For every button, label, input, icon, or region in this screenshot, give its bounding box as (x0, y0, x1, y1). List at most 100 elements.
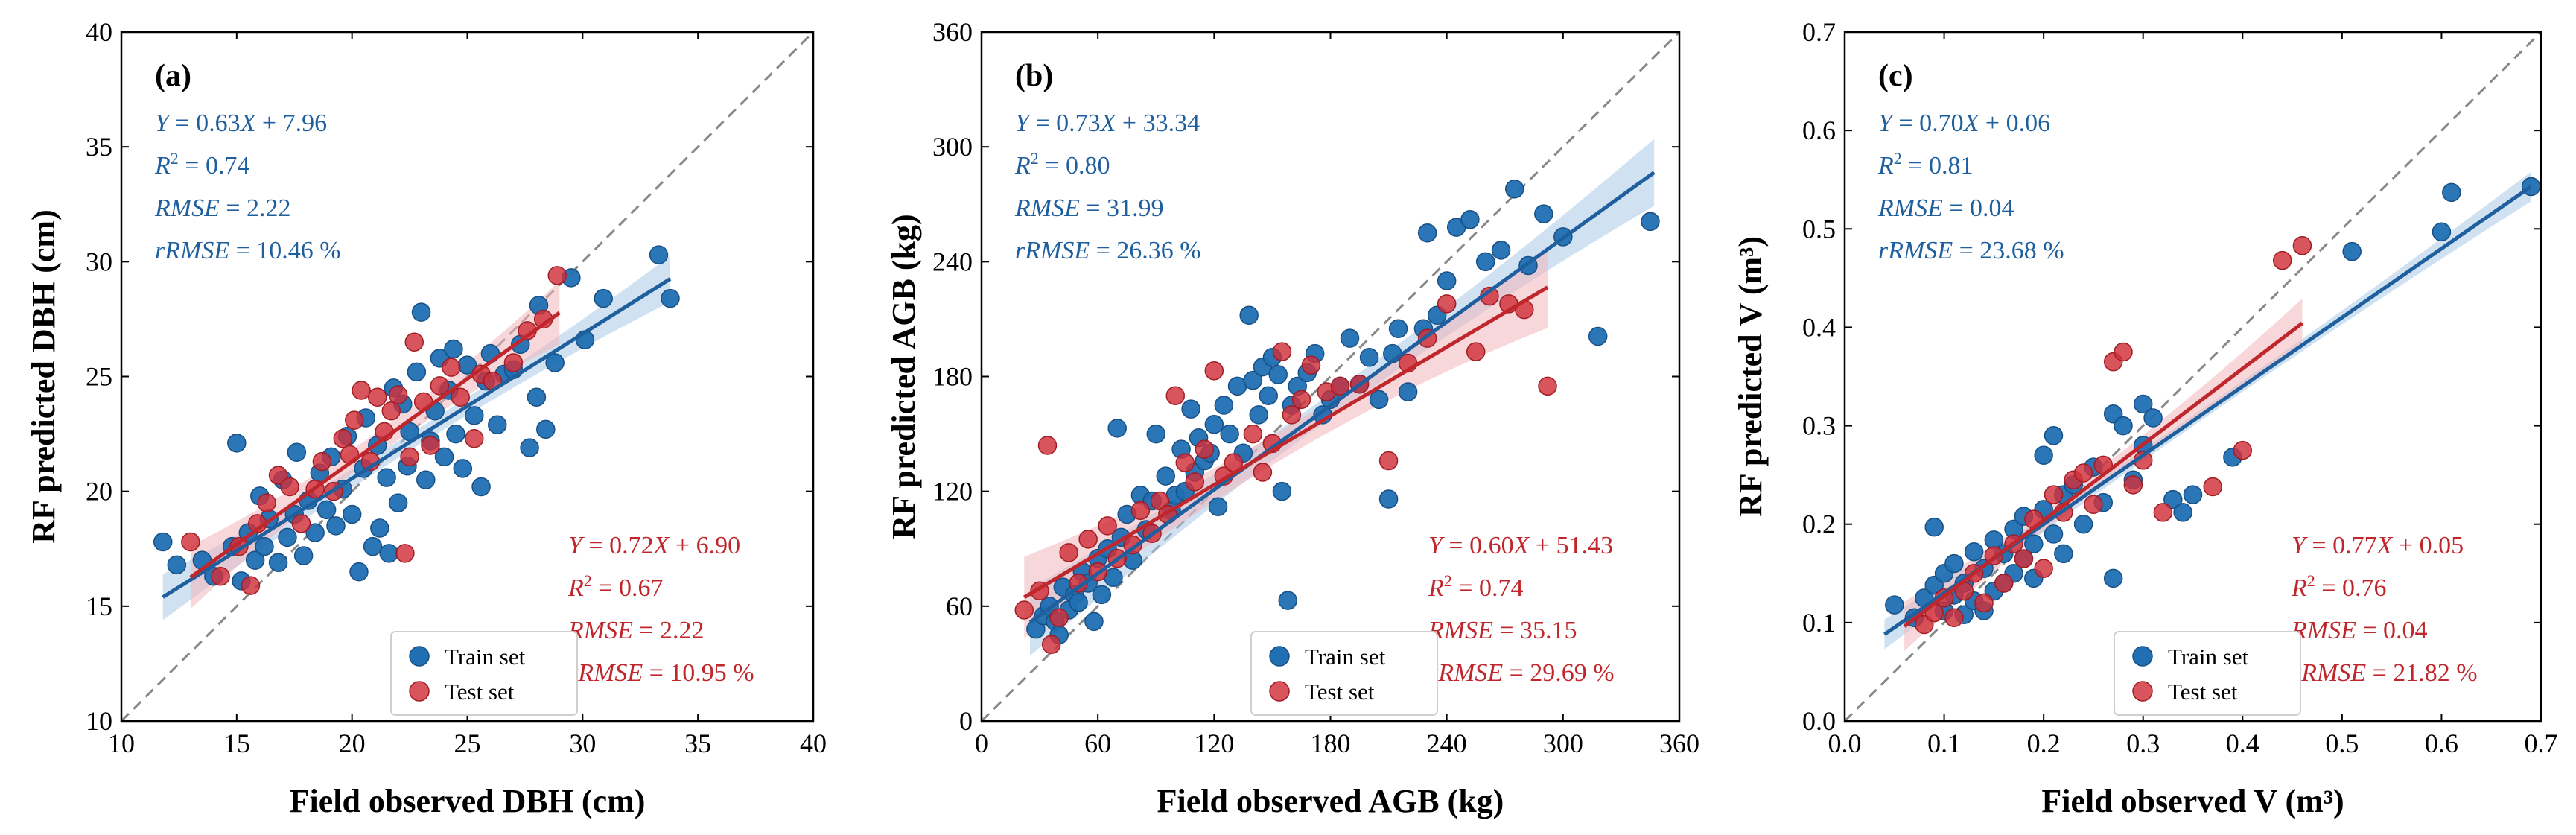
legend-train-marker (409, 646, 430, 667)
test-point (1437, 294, 1457, 314)
x-tick-label: 0.3 (2126, 728, 2160, 758)
y-tick-label: 180 (932, 362, 973, 392)
legend: Train set Test set (390, 631, 578, 716)
train-stat-line: rRMSE = 26.36 % (1015, 237, 1201, 264)
test-stat-line: rRMSE = 29.69 % (1428, 659, 1615, 687)
train-point (2034, 445, 2053, 465)
test-point (241, 576, 261, 595)
test-point (1175, 453, 1195, 472)
x-tick-label: 25 (454, 728, 481, 758)
test-point (2114, 342, 2133, 362)
train-regression-line (1028, 171, 1656, 624)
test-point (503, 353, 524, 372)
train-stats: Y = 0.63X + 7.96 R2 = 0.74 RMSE = 2.22 rRMS… (154, 109, 341, 264)
train-point (1388, 319, 1408, 339)
test-stat-line: Y = 0.60X + 51.43 (1428, 532, 1613, 559)
y-tick-label: 300 (932, 132, 973, 162)
train-point (1084, 612, 1104, 632)
train-point (255, 536, 274, 556)
train-point (465, 406, 484, 425)
x-tick-label: 0.2 (2027, 728, 2061, 758)
x-tick-label: 300 (1543, 728, 1583, 758)
train-point (536, 419, 556, 439)
y-tick-label: 0.4 (1802, 312, 1836, 342)
y-tick-label: 240 (932, 247, 973, 276)
train-point (227, 434, 247, 453)
train-point (1220, 424, 1239, 444)
y-tick-label: 0.1 (1802, 608, 1836, 638)
test-point (1538, 376, 1557, 396)
test-point (280, 477, 299, 497)
train-point (545, 353, 565, 372)
train-stat-line: R2 = 0.80 (1014, 149, 1110, 180)
x-tick-label: 20 (339, 728, 366, 758)
test-point (1253, 463, 1273, 482)
x-tick-label: 0 (975, 728, 988, 758)
train-point (167, 555, 187, 575)
y-axis-label: RF predicted V (m³) (1732, 236, 1769, 517)
x-tick-label: 0.0 (1828, 728, 1862, 758)
test-point (367, 387, 387, 407)
train-point (1417, 223, 1437, 243)
train-stat-line: R2 = 0.74 (154, 149, 249, 180)
train-point (2183, 485, 2203, 504)
y-tick-label: 0 (959, 706, 973, 736)
train-point (2054, 544, 2073, 564)
train-point (2024, 534, 2044, 553)
test-point (2014, 549, 2034, 568)
train-point (1181, 399, 1200, 419)
y-tick-label: 20 (86, 477, 112, 507)
train-point (317, 500, 337, 520)
test-stat-line: rRMSE = 21.82 % (2292, 659, 2478, 687)
panel-c: 0.0 0.1 0.2 0.3 0.4 0.5 0.6 0.7 0.0 0.1 0.2 0.3 0.4 0… (1732, 17, 2558, 819)
legend-test-marker (409, 681, 430, 702)
train-stat-line: RMSE = 0.04 (1877, 194, 2014, 222)
train-regression-line (162, 277, 672, 599)
train-point (2143, 408, 2163, 428)
test-regression-line (189, 311, 561, 580)
train-point (1475, 252, 1495, 272)
y-tick-label: 25 (86, 362, 112, 392)
train-point (1398, 382, 1418, 401)
train-point (416, 470, 436, 489)
test-stat-line: R2 = 0.74 (1428, 571, 1523, 602)
train-point (363, 536, 383, 556)
x-tick-label: 10 (108, 728, 135, 758)
y-tick-label: 30 (86, 247, 112, 276)
axes-frame (1843, 31, 2542, 723)
panel-label: (a) (155, 59, 191, 93)
test-point (2123, 475, 2143, 495)
train-point (649, 245, 669, 264)
train-stats: Y = 0.70X + 0.06 R2 = 0.81 RMSE = 0.04 rRMS… (1877, 109, 2064, 264)
test-point (1944, 608, 1964, 627)
train-stat-line: RMSE = 2.22 (154, 194, 291, 222)
panel-a: 10 15 20 25 30 35 40 10 15 20 25 30 35 40 Field observ… (25, 17, 827, 819)
x-tick-label: 40 (800, 728, 827, 758)
test-point (1185, 472, 1205, 492)
train-point (342, 504, 362, 524)
test-stats: Y = 0.60X + 51.43 R2 = 0.74 RMSE = 35.15 rR… (1428, 532, 1615, 687)
test-point (1330, 376, 1350, 396)
train-point (268, 553, 288, 572)
train-point (1249, 405, 1268, 425)
train-point (1885, 595, 1904, 615)
x-tick-label: 0.4 (2226, 728, 2259, 758)
train-point (1243, 370, 1263, 390)
train-point (2114, 416, 2133, 436)
legend: Train set Test set (1250, 631, 1438, 716)
test-stat-line: Y = 0.77X + 0.05 (2292, 532, 2464, 559)
test-point (1014, 600, 1034, 620)
train-point (446, 424, 465, 444)
legend-test-label: Test set (1305, 679, 1375, 705)
test-stat-line: R2 = 0.67 (567, 571, 663, 602)
test-stat-line: RMSE = 0.04 (2291, 617, 2428, 644)
test-point (465, 429, 484, 448)
train-point (1944, 553, 1964, 574)
test-point (2292, 236, 2312, 255)
y-tick-label: 0.0 (1802, 706, 1836, 736)
train-point (379, 544, 398, 563)
test-point (1195, 439, 1215, 459)
test-point (547, 266, 567, 285)
train-point (661, 288, 680, 308)
y-tick-label: 15 (86, 591, 112, 621)
